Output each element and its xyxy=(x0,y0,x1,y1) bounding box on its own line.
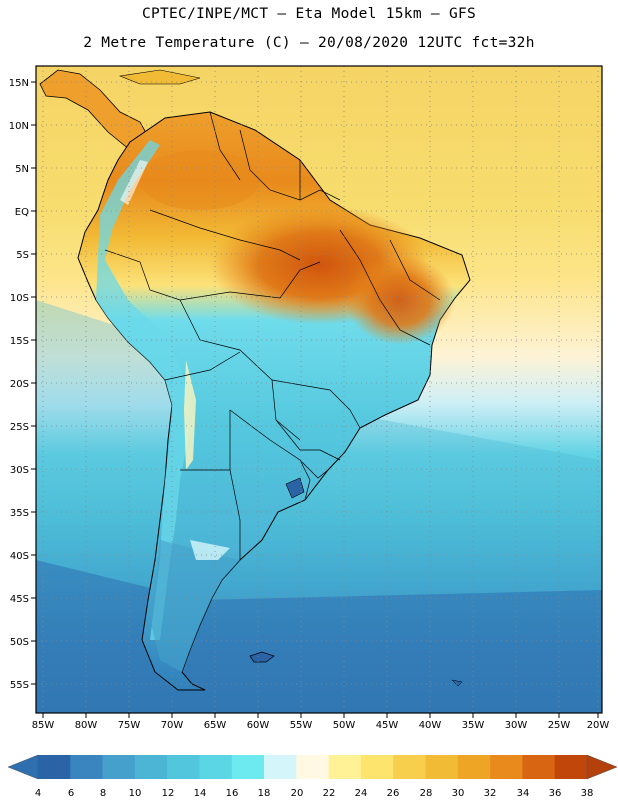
lat-label: 15N xyxy=(9,78,29,89)
colorbar-label: 34 xyxy=(517,788,530,799)
lat-label: 5S xyxy=(16,250,29,261)
lat-label: 25S xyxy=(10,422,29,433)
colorbar-label: 38 xyxy=(581,788,594,799)
colorbar-label: 26 xyxy=(387,788,400,799)
colorbar-label: 24 xyxy=(355,788,368,799)
lat-label: 5N xyxy=(15,164,29,175)
map-frame xyxy=(35,65,603,714)
colorbar-label: 16 xyxy=(226,788,239,799)
colorbar-under-triangle xyxy=(7,754,39,780)
colorbar-label: 20 xyxy=(291,788,304,799)
lon-label: 70W xyxy=(161,720,184,731)
colorbar-box xyxy=(231,755,265,779)
colorbar-label: 22 xyxy=(323,788,336,799)
lat-label: 35S xyxy=(10,508,29,519)
lon-label: 60W xyxy=(247,720,270,731)
lat-label: 10S xyxy=(10,293,29,304)
colorbar-box xyxy=(360,755,394,779)
lat-label: 50S xyxy=(10,637,29,648)
colorbar-label: 32 xyxy=(484,788,497,799)
colorbar-label: 14 xyxy=(194,788,207,799)
colorbar-box xyxy=(457,755,491,779)
colorbar-label: 6 xyxy=(68,788,74,799)
lon-label: 75W xyxy=(118,720,141,731)
colorbar-box xyxy=(522,755,555,779)
colorbar-box xyxy=(264,755,297,779)
colorbar-label: 18 xyxy=(258,788,271,799)
lon-label: 50W xyxy=(333,720,356,731)
andes-cold-strip xyxy=(96,140,190,640)
lat-label: 55S xyxy=(10,680,29,691)
colorbar-box xyxy=(328,755,362,779)
lat-label: 10N xyxy=(9,121,29,132)
lat-label: 45S xyxy=(10,594,29,605)
map-title: CPTEC/INPE/MCT – Eta Model 15km – GFS xyxy=(141,6,477,22)
lon-label: 20W xyxy=(587,720,610,731)
colorbar-label: 12 xyxy=(162,788,175,799)
colorbar-box xyxy=(490,755,523,779)
lon-label: 35W xyxy=(462,720,485,731)
colorbar-boxes xyxy=(38,755,588,779)
colorbar-label: 4 xyxy=(35,788,41,799)
colorbar-label: 36 xyxy=(549,788,562,799)
colorbar-label: 10 xyxy=(129,788,142,799)
colorbar-box xyxy=(199,755,233,779)
falkland-islands xyxy=(249,651,275,663)
lon-label: 30W xyxy=(505,720,528,731)
lat-label: 15S xyxy=(10,336,29,347)
colorbar-box xyxy=(38,755,71,779)
lat-label: EQ xyxy=(15,207,29,218)
lon-label: 65W xyxy=(204,720,227,731)
colorbar-box xyxy=(70,755,103,779)
colorbar-box xyxy=(296,755,329,779)
latitude-labels: 15N 10N 5N EQ 5S 10S 15S 20S 25S 30S 35S… xyxy=(9,78,29,691)
lon-label: 40W xyxy=(419,720,442,731)
lon-label: 45W xyxy=(376,720,399,731)
lon-label: 25W xyxy=(548,720,571,731)
colorbar-box xyxy=(134,755,168,779)
lon-label: 55W xyxy=(290,720,313,731)
lon-label: 85W xyxy=(32,720,55,731)
lat-label: 30S xyxy=(10,465,29,476)
colorbar-box xyxy=(167,755,200,779)
colorbar: 4 6 8 10 12 14 16 18 20 22 24 26 28 30 3… xyxy=(7,754,618,799)
map-subtitle: 2 Metre Temperature (C) – 20/08/2020 12U… xyxy=(83,35,535,51)
lat-label: 20S xyxy=(10,379,29,390)
longitude-labels: 85W 80W 75W 70W 65W 60W 55W 50W 45W 40W … xyxy=(32,720,610,731)
colorbar-label: 8 xyxy=(100,788,106,799)
colorbar-box xyxy=(102,755,136,779)
colorbar-over-triangle xyxy=(586,754,618,780)
colorbar-label: 30 xyxy=(452,788,465,799)
country-borders xyxy=(104,111,441,560)
colorbar-box xyxy=(425,755,459,779)
colorbar-label: 28 xyxy=(420,788,433,799)
colorbar-box xyxy=(393,755,426,779)
colorbar-box xyxy=(554,755,588,779)
lat-label: 40S xyxy=(10,551,29,562)
lon-label: 80W xyxy=(75,720,98,731)
